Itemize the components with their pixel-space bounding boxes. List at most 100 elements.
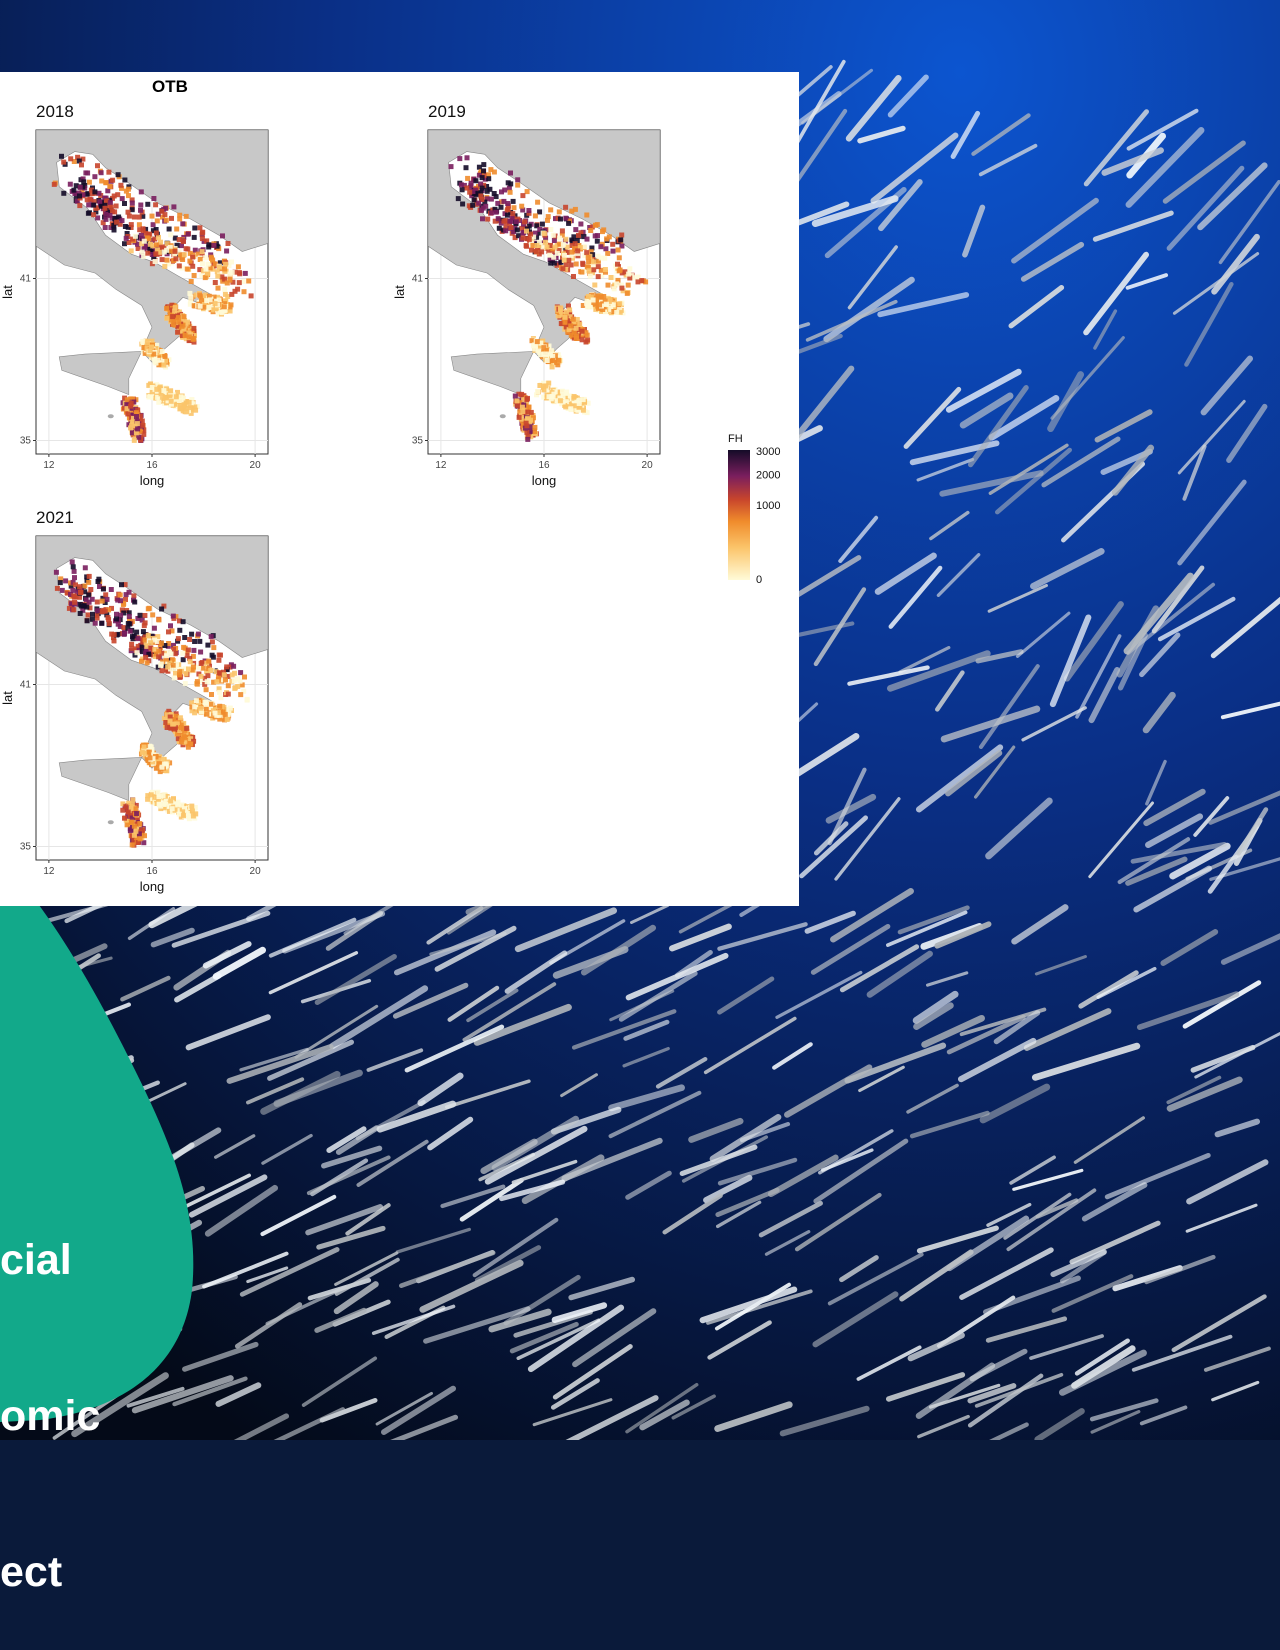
effort-cell xyxy=(122,241,127,247)
effort-cell xyxy=(571,394,577,399)
effort-cell xyxy=(505,212,510,218)
effort-cell xyxy=(119,582,124,588)
effort-cell xyxy=(156,399,162,405)
effort-cell xyxy=(187,813,193,819)
effort-cell xyxy=(217,689,223,695)
fish xyxy=(945,368,1022,413)
fish xyxy=(1182,444,1207,501)
fish xyxy=(321,1145,383,1169)
effort-cell xyxy=(459,187,465,193)
effort-cell xyxy=(166,641,172,646)
effort-cell xyxy=(545,214,551,220)
effort-cell xyxy=(491,169,497,175)
effort-cell xyxy=(127,628,133,634)
effort-cell xyxy=(156,362,162,368)
fish xyxy=(950,110,981,159)
effort-cell xyxy=(118,182,124,188)
effort-cell xyxy=(134,414,139,419)
effort-cell xyxy=(175,802,181,808)
effort-cell xyxy=(478,190,484,196)
effort-cell xyxy=(463,165,469,171)
effort-cell xyxy=(179,265,185,271)
effort-cell xyxy=(202,681,208,687)
effort-cell xyxy=(163,659,168,665)
effort-cell xyxy=(135,840,141,845)
effort-cell xyxy=(152,356,157,362)
effort-cell xyxy=(173,256,179,262)
effort-cell xyxy=(212,301,218,307)
fish xyxy=(625,1170,672,1200)
effort-cell xyxy=(77,611,83,616)
effort-cell xyxy=(619,243,625,249)
effort-cell xyxy=(574,333,579,339)
effort-cell xyxy=(566,257,572,263)
effort-cell xyxy=(517,400,523,406)
effort-cell xyxy=(180,809,186,815)
fish xyxy=(1096,966,1157,1000)
fish xyxy=(717,1157,798,1186)
fish xyxy=(669,923,732,952)
fish xyxy=(985,797,1053,860)
fish xyxy=(940,705,1041,743)
effort-cell xyxy=(216,657,222,663)
effort-cell xyxy=(603,301,609,307)
effort-cell xyxy=(624,290,630,296)
effort-cell xyxy=(170,321,176,327)
effort-cell xyxy=(126,610,132,616)
effort-cell xyxy=(107,212,113,218)
fish xyxy=(823,276,915,343)
effort-cell xyxy=(164,712,170,718)
effort-cell xyxy=(562,252,567,258)
effort-cell xyxy=(513,219,519,225)
panel-title: 2018 xyxy=(36,102,74,121)
fish xyxy=(1142,691,1176,734)
effort-cell xyxy=(133,806,139,812)
effort-cell xyxy=(134,811,140,817)
fish xyxy=(1126,108,1199,151)
effort-cell xyxy=(186,334,192,340)
effort-cell xyxy=(108,204,114,210)
effort-cell xyxy=(80,156,86,162)
effort-cell xyxy=(176,237,182,243)
effort-cell xyxy=(602,255,608,261)
effort-cell xyxy=(240,279,246,284)
effort-cell xyxy=(131,437,137,443)
legend-colorbar xyxy=(728,450,750,580)
land-malta xyxy=(499,414,506,419)
fish xyxy=(623,1019,670,1041)
effort-cell xyxy=(246,278,252,284)
fish xyxy=(549,919,626,965)
effort-cell xyxy=(546,394,552,400)
fish xyxy=(1081,1182,1148,1222)
fish xyxy=(804,910,856,934)
fish xyxy=(699,1286,798,1324)
fish xyxy=(717,976,775,1015)
effort-cell xyxy=(125,625,131,631)
fish xyxy=(1012,1168,1084,1191)
effort-cell xyxy=(610,302,616,308)
fish xyxy=(499,1179,566,1202)
effort-cell xyxy=(618,282,624,288)
effort-cell xyxy=(595,264,601,270)
fish xyxy=(1166,1076,1243,1112)
effort-cell xyxy=(86,179,92,185)
effort-cell xyxy=(190,263,196,269)
effort-cell xyxy=(551,238,557,243)
effort-cell xyxy=(92,174,98,180)
effort-cell xyxy=(150,222,156,228)
effort-cell xyxy=(140,338,146,344)
fish xyxy=(246,1266,289,1284)
effort-cell xyxy=(150,228,156,234)
effort-cell xyxy=(227,277,233,283)
effort-cell xyxy=(72,599,78,605)
effort-cell xyxy=(543,383,549,389)
fish xyxy=(1008,285,1065,329)
fish xyxy=(1220,933,1280,965)
effort-cell xyxy=(177,669,183,675)
effort-cell xyxy=(560,241,566,247)
effort-cell xyxy=(148,792,154,798)
fish xyxy=(260,1194,337,1237)
effort-cell xyxy=(535,199,541,205)
fish xyxy=(551,1302,608,1324)
effort-cell xyxy=(568,332,574,338)
